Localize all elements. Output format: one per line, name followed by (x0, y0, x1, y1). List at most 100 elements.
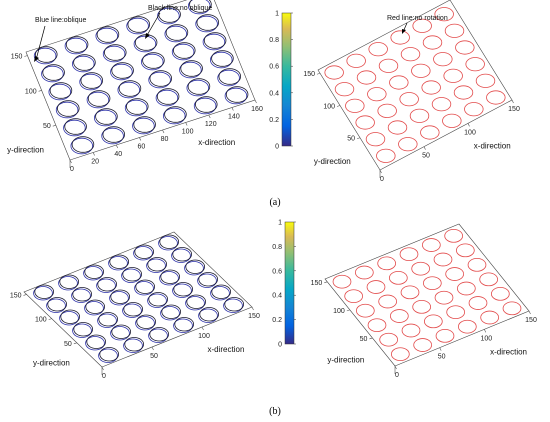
panel-a-label: (a) (269, 197, 280, 208)
cell-circle-black (135, 279, 155, 294)
cell-circle-red (379, 332, 399, 347)
cell-circle-blue (55, 101, 79, 119)
y-tick-mark (73, 342, 77, 345)
y-tick-label: 150 (303, 71, 315, 78)
y-tick-label: 50 (360, 336, 368, 343)
x-tick-label: 0 (380, 176, 384, 183)
cell-circle-red (453, 85, 474, 100)
cell-circle-black (211, 50, 234, 67)
cell-circle-black (73, 322, 93, 337)
colorbar-tick-label: 1 (278, 220, 282, 227)
cell-circle-blue (123, 338, 143, 353)
cell-circle-black (198, 272, 218, 287)
cell-circle-blue (64, 37, 88, 55)
x-tick-label: 100 (198, 333, 210, 340)
cell-circle-red (433, 252, 453, 267)
cell-circle-blue (146, 258, 166, 273)
y-tick-label: 100 (35, 317, 47, 324)
y-tick-mark (346, 309, 350, 312)
cell-circle-blue (135, 316, 155, 331)
cell-circle-blue (95, 27, 118, 45)
cell-circle-blue (148, 71, 171, 89)
cell-circle-red (399, 247, 419, 262)
cell-circle-black (160, 269, 180, 284)
y-tick-mark (52, 124, 56, 127)
cell-circle-black (97, 277, 117, 292)
cell-circle-black (126, 98, 149, 115)
x-tick-mark (185, 122, 188, 126)
x-tick-mark (379, 169, 382, 174)
cell-circle-red (377, 103, 397, 118)
colorbar-a: 0 0.2 0.4 0.6 0.8 1 (269, 11, 293, 151)
cell-circle-blue (41, 65, 64, 83)
cell-circle-red (354, 265, 374, 280)
x-tick-mark (511, 99, 514, 104)
cell-circle-blue (110, 63, 133, 81)
cell-circle-black (122, 267, 142, 282)
y-axis-label: y-direction (33, 359, 70, 368)
cell-circle-blue (59, 311, 79, 326)
cell-circle-blue (33, 47, 57, 65)
cell-circle-black (156, 88, 180, 105)
colorbar-gradient (284, 221, 295, 345)
cell-circle-blue (58, 276, 78, 291)
cell-circle-red (367, 318, 387, 332)
y-tick-mark (336, 105, 341, 107)
colorbar-tick-label: 0 (278, 342, 282, 349)
cell-circle-red (400, 285, 420, 300)
x-tick-label: 100 (480, 335, 492, 342)
y-tick-mark (369, 337, 373, 340)
cell-circle-red (346, 53, 366, 68)
x-tick-mark (254, 99, 257, 104)
cell-circle-red (378, 58, 399, 73)
x-tick-mark (92, 152, 95, 156)
cell-circle-red (368, 42, 388, 57)
annotation-black-no-oblique: Black line:no oblique (148, 5, 212, 12)
x-tick-mark (69, 159, 72, 164)
cell-circle-blue (171, 248, 191, 263)
panel-a: 02040608010012014016050100150x-direction… (7, 0, 520, 183)
x-tick-label: 0 (70, 166, 74, 173)
cell-circle-red (412, 18, 432, 33)
cell-circle-red (422, 276, 442, 290)
x-tick-label: 150 (248, 313, 260, 320)
y-tick-label: 150 (10, 292, 22, 299)
cell-circle-blue (224, 87, 248, 105)
cell-circle-black (80, 72, 104, 89)
cell-circle-red (367, 87, 387, 102)
cell-circle-blue (33, 286, 53, 301)
x-tick-mark (201, 326, 204, 331)
cell-circle-blue (85, 336, 105, 351)
cell-circle-black (187, 78, 211, 95)
cell-circle-black (224, 297, 244, 312)
y-axis-label: y-direction (7, 146, 44, 155)
cell-circle-black (60, 309, 80, 324)
cell-circle-red (344, 289, 364, 303)
colorbar-gradient (281, 12, 292, 147)
plot-b-right: 0 50 100 150 50 100 150 x-direction y-direction (311, 223, 537, 379)
cell-circle-black (195, 96, 218, 113)
cell-circle-blue (188, 0, 211, 15)
cell-circle-red (412, 299, 432, 314)
cell-circle-red (413, 338, 433, 352)
cell-circle-red (445, 267, 465, 281)
panel-b: 05010015050100150x-directiony-direction0… (10, 220, 537, 381)
annotation-red-no-rotation: Red line:no rotation (387, 15, 448, 22)
cell-circle-red (490, 286, 510, 301)
cell-circle-red (468, 296, 488, 310)
x-tick-mark (484, 329, 487, 333)
x-tick-mark (423, 146, 426, 150)
x-axis-label: x-direction (208, 345, 245, 354)
cell-circle-black (165, 24, 189, 41)
x-tick-label: 150 (525, 317, 537, 324)
x-tick-label: 40 (114, 151, 122, 158)
annotation-blue-arrowhead (34, 56, 39, 62)
cell-circle-black (73, 54, 96, 71)
cell-circle-black (35, 46, 58, 63)
x-tick-mark (231, 107, 234, 111)
x-tick-mark (162, 129, 165, 134)
plot-a-right: 0 50 100 150 50 100 150 x-direction y-direction (303, 0, 520, 183)
cell-circle-red (345, 98, 365, 113)
cell-circle-black (133, 116, 156, 133)
cell-circle-red (324, 65, 344, 80)
